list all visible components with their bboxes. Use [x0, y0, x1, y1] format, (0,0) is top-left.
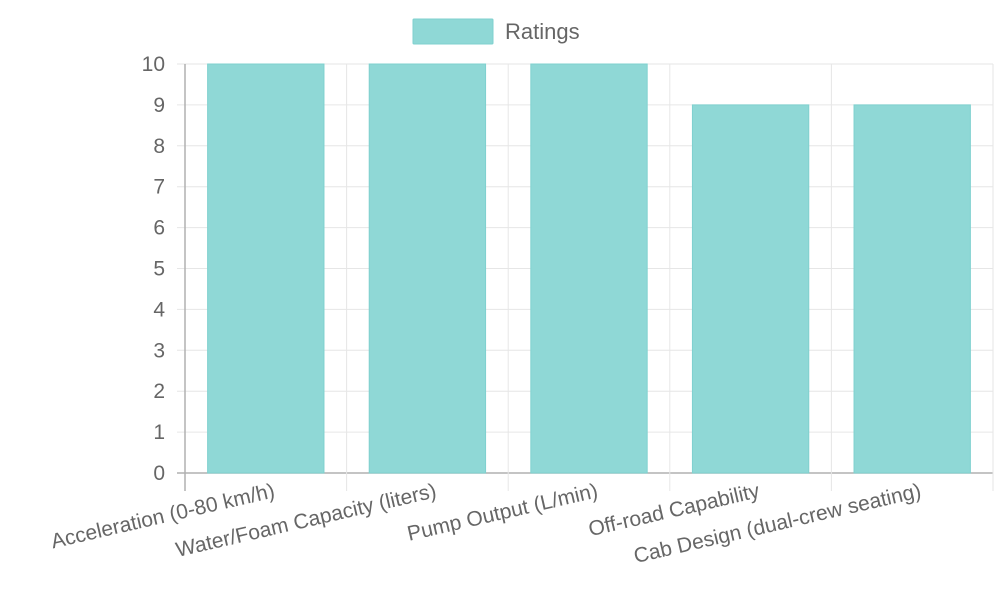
bar-0[interactable]: [207, 63, 325, 474]
y-tick-label: 0: [153, 462, 165, 485]
bar-1[interactable]: [368, 63, 487, 474]
bar-2[interactable]: [530, 63, 648, 474]
legend-swatch-ratings: [412, 18, 494, 45]
y-tick-label: 1: [153, 421, 165, 444]
y-tick-label: 10: [142, 53, 165, 76]
y-tick-label: 9: [153, 94, 165, 117]
x-category-label: Cab Design (dual-crew seating): [632, 479, 924, 568]
y-axis-tick-labels: 0 1 2 3 4 5 6 7 8 9 10: [142, 53, 166, 485]
x-category-label: Water/Foam Capacity (liters): [174, 479, 439, 561]
y-tick-label: 2: [153, 380, 165, 403]
y-tick-label: 7: [153, 176, 165, 199]
y-tick-label: 3: [153, 339, 165, 362]
bar-3[interactable]: [691, 104, 810, 474]
legend-label-ratings: Ratings: [505, 19, 580, 44]
x-axis-category-labels: Acceleration (0-80 km/h)Water/Foam Capac…: [49, 479, 923, 568]
y-tick-label: 5: [153, 258, 165, 281]
y-tick-label: 4: [153, 298, 165, 321]
y-tick-label: 6: [153, 217, 165, 240]
chart-legend[interactable]: Ratings: [412, 18, 580, 45]
chart-bars: [207, 63, 971, 474]
bar-4[interactable]: [853, 104, 971, 474]
y-tick-label: 8: [153, 135, 165, 158]
